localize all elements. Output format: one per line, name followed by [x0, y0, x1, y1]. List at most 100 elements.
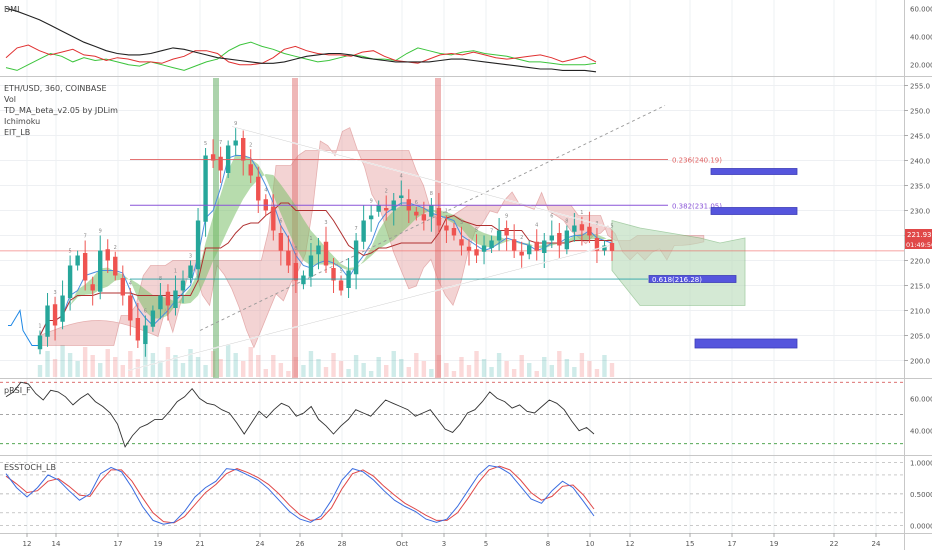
td-count: 9 — [505, 214, 508, 220]
td-count: 7 — [84, 234, 87, 240]
volume-bar — [271, 355, 276, 377]
price-tick-label: 245.0 — [910, 133, 930, 141]
volume-bar — [248, 347, 253, 377]
volume-bar — [534, 371, 539, 377]
candle-body — [143, 325, 148, 345]
candle-body — [579, 224, 585, 231]
candle-body — [572, 225, 577, 232]
candle-body — [210, 154, 216, 161]
dmi-adx — [5, 7, 597, 73]
candle-body — [90, 284, 95, 291]
volume-bar — [173, 355, 178, 377]
candle-body — [331, 268, 336, 281]
volume-bar — [286, 371, 291, 377]
volume-bar — [256, 355, 261, 377]
candle-body — [308, 255, 314, 277]
candle-body — [527, 245, 532, 255]
kijun-line — [39, 202, 612, 336]
time-tick-label: 21 — [196, 540, 205, 548]
volume-bar — [113, 357, 118, 377]
volume-bar — [572, 367, 577, 377]
target-box — [710, 207, 798, 215]
volume-bar — [143, 345, 148, 377]
td-count: 2 — [520, 235, 523, 241]
time-tick-label: 24 — [256, 540, 265, 548]
volume-bar — [451, 371, 457, 377]
symbol-legend: ETH/USD, 360, COINBASE Vol TD_MA_beta_v2… — [3, 84, 118, 137]
volume-bars — [37, 345, 615, 377]
time-axis[interactable]: 12 14 17 19 21 24 26 28 Oct 3 5 8 10 12 15 17 19 22 24 — [23, 533, 881, 548]
td-count: 5 — [610, 224, 613, 230]
td-count: 4 — [535, 222, 538, 228]
td-count: 1 — [580, 210, 583, 216]
symbol-title: ETH/USD, 360, COINBASE — [4, 84, 107, 93]
kumo-bearish — [39, 127, 705, 349]
volume-bar — [203, 365, 208, 377]
time-tick-label: Oct — [396, 540, 408, 548]
time-tick-label: 22 — [830, 540, 839, 548]
td-count: 7 — [219, 140, 222, 146]
legend-ichimoku: Ichimoku — [4, 117, 40, 126]
candle-body — [429, 205, 434, 217]
volume-bar — [346, 369, 351, 377]
price-tick-label: 250.0 — [910, 108, 930, 116]
lagging-line — [8, 309, 38, 346]
price-tick-label: 230.0 — [910, 208, 930, 216]
ma-ribbon — [40, 154, 612, 336]
td-count: 4 — [264, 187, 267, 193]
volume-bar — [105, 349, 110, 377]
target-box — [694, 338, 798, 349]
time-tick-label: 17 — [728, 540, 737, 548]
volume-bar — [98, 363, 103, 377]
candle-body — [466, 246, 472, 251]
candle-body — [203, 155, 208, 222]
candle-body — [564, 230, 570, 250]
volume-bar — [579, 353, 585, 377]
td-count: 3 — [53, 290, 56, 296]
volume-bar — [444, 363, 449, 377]
triangle-pattern — [127, 125, 611, 372]
candle-body — [188, 265, 193, 278]
candle-body — [594, 238, 600, 251]
candle-body — [353, 240, 359, 275]
volume-bar — [338, 361, 344, 377]
candle-body — [233, 140, 238, 146]
price-tick-label: 210.0 — [910, 308, 930, 316]
legend-eit: EIT_LB — [4, 128, 30, 137]
candle-body — [45, 305, 50, 337]
volume-bar — [391, 351, 396, 377]
candle-body — [67, 265, 73, 298]
price-axis[interactable]: 200.0205.0210.0215.0220.0225.0230.0235.0… — [904, 83, 930, 366]
candlesticks — [37, 128, 615, 357]
volume-bar — [557, 351, 562, 377]
indicator-lines — [0, 105, 904, 346]
candle-body — [60, 295, 65, 322]
time-tick-label: 24 — [872, 540, 881, 548]
price-tick-label: 220.0 — [910, 258, 930, 266]
trend-projection — [199, 105, 666, 331]
volume-bar — [594, 369, 600, 377]
candle-body — [542, 240, 547, 253]
legend-vol: Vol — [4, 95, 16, 104]
stoch-d-line — [5, 465, 595, 524]
time-tick-label: 10 — [586, 540, 595, 548]
volume-bar — [158, 361, 163, 377]
volume-bar — [609, 363, 615, 377]
volume-bar — [120, 365, 125, 377]
candle-body — [338, 280, 344, 291]
candle-body — [165, 291, 171, 306]
td-count: 6 — [144, 309, 147, 315]
volume-bar — [45, 351, 50, 377]
fib-label: 0.382(231.05) — [672, 202, 722, 210]
volume-bar — [406, 367, 411, 377]
target-box — [648, 275, 737, 283]
volume-bar — [466, 365, 472, 377]
td-count: 5 — [69, 249, 72, 255]
td-count: 8 — [294, 246, 297, 252]
volume-bar — [489, 367, 494, 377]
candle-body — [587, 226, 592, 236]
